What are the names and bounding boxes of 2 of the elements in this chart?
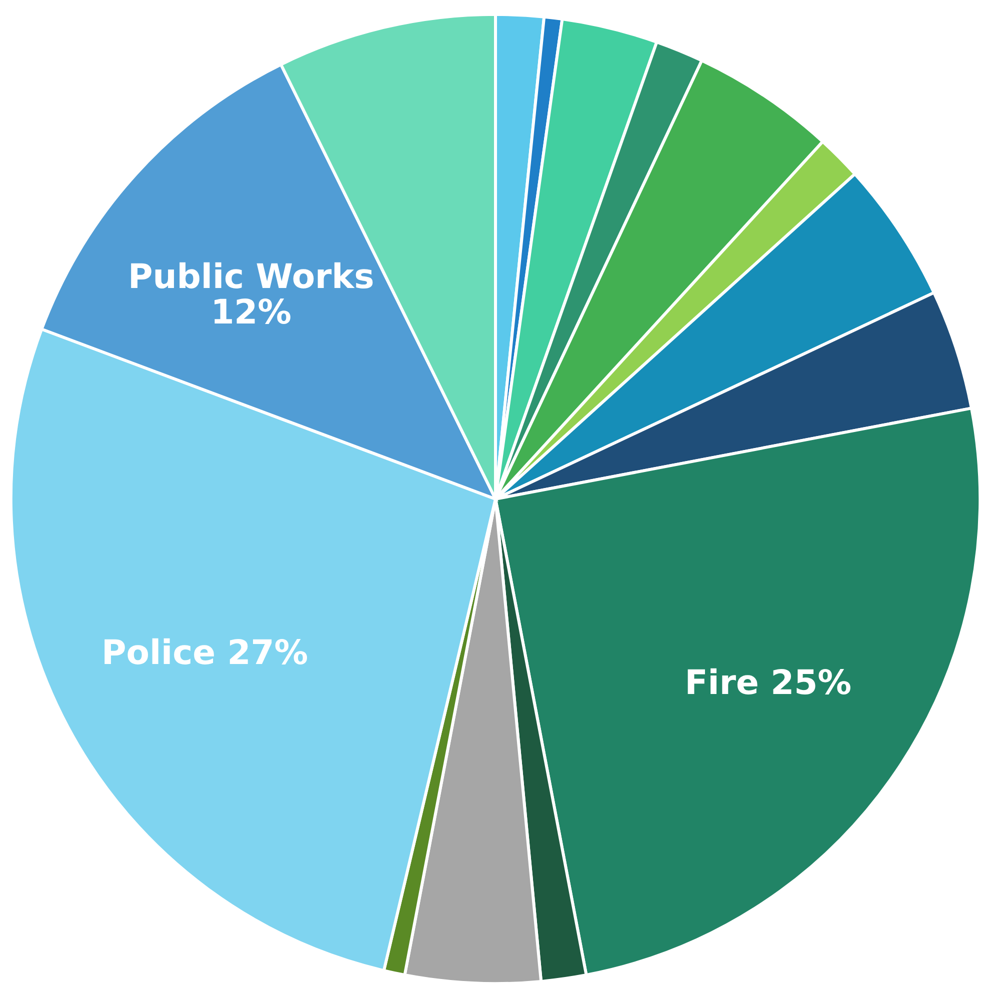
- slice-label: Fire 25%: [684, 663, 852, 702]
- slice-label: Police 27%: [102, 633, 308, 672]
